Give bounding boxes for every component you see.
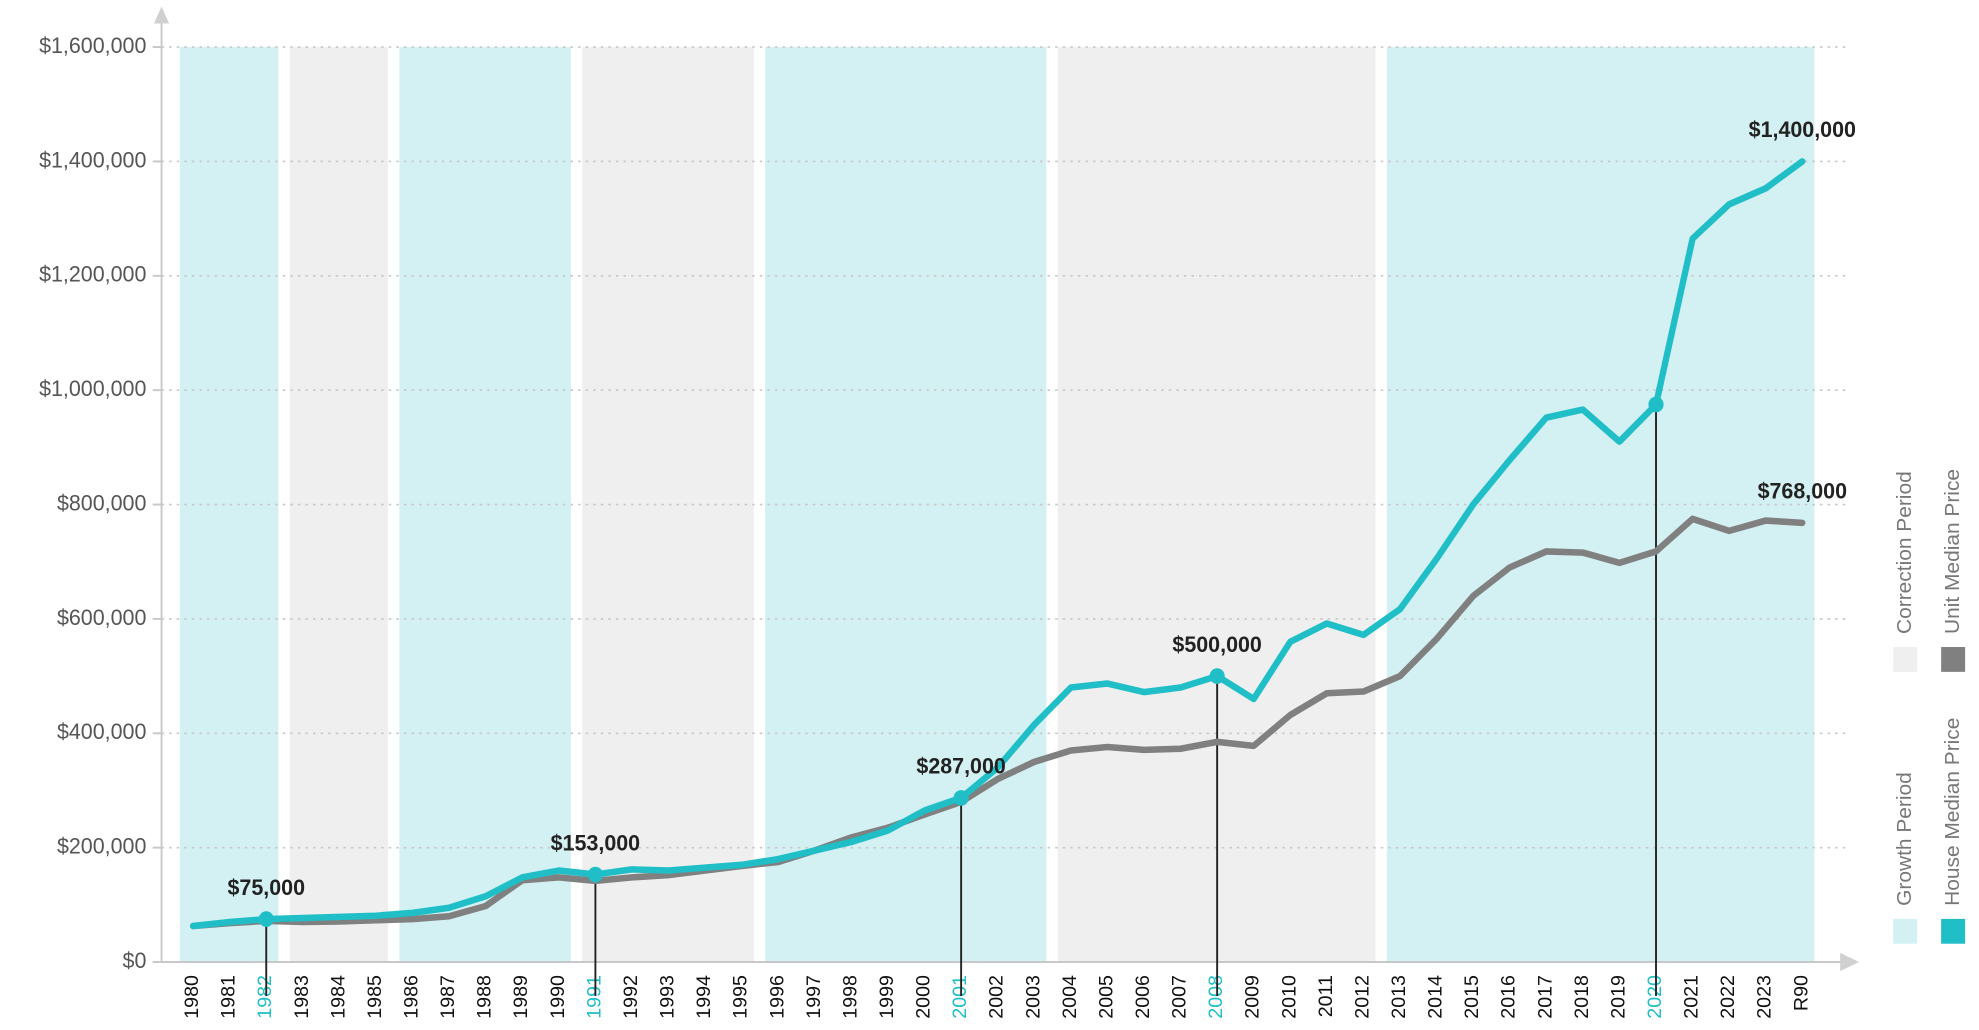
legend-swatch xyxy=(1941,918,1966,944)
y-tick-label: $1,200,000 xyxy=(39,261,146,286)
legend-label: House Median Price xyxy=(1941,718,1964,906)
x-tick-label: 2011 xyxy=(1316,975,1337,1017)
value-label: $287,000 xyxy=(916,753,1005,778)
legend-label: Correction Period xyxy=(1893,471,1916,634)
y-tick-label: $400,000 xyxy=(57,719,146,744)
x-tick-label: 1995 xyxy=(731,975,752,1019)
x-tick-label: 2012 xyxy=(1353,975,1374,1019)
x-tick-label: 1986 xyxy=(402,975,423,1019)
x-tick-label: R90 xyxy=(1792,975,1813,1011)
x-tick-label: 2010 xyxy=(1280,975,1301,1019)
x-tick-label: 1992 xyxy=(621,975,642,1019)
x-tick-label: 2002 xyxy=(987,975,1008,1019)
y-tick-label: $800,000 xyxy=(57,490,146,515)
value-label: $768,000 xyxy=(1758,478,1847,503)
x-tick-label: 2019 xyxy=(1609,975,1630,1019)
x-tick-label: 2005 xyxy=(1097,975,1118,1019)
series-line xyxy=(189,515,1806,930)
legend-label: Unit Median Price xyxy=(1941,469,1964,634)
x-tick-label: 1982 xyxy=(256,975,277,1019)
marker xyxy=(1209,668,1225,684)
x-tick-label: 1997 xyxy=(804,975,825,1019)
x-tick-label: 2000 xyxy=(914,975,935,1019)
x-tick-label: 1999 xyxy=(877,975,898,1019)
x-tick-label: 2003 xyxy=(1024,975,1045,1019)
value-label: $153,000 xyxy=(551,830,640,855)
x-tick-label: 1984 xyxy=(329,975,350,1019)
x-tick-label: 2008 xyxy=(1206,975,1227,1019)
y-tick-label: $600,000 xyxy=(57,604,146,629)
period-band xyxy=(399,47,571,963)
x-tick-label: 2017 xyxy=(1536,975,1557,1019)
period-band xyxy=(179,47,279,963)
x-tick-label: 1994 xyxy=(694,975,715,1019)
value-label: $1,400,000 xyxy=(1749,117,1856,142)
period-band xyxy=(289,47,389,963)
x-tick-label: 2013 xyxy=(1389,975,1410,1019)
x-tick-label: 1985 xyxy=(365,975,386,1019)
y-tick-label: $1,600,000 xyxy=(39,33,146,58)
x-tick-label: 2009 xyxy=(1243,975,1264,1019)
x-tick-label: 1988 xyxy=(475,975,496,1019)
legend-swatch xyxy=(1893,647,1918,672)
legend-label: Growth Period xyxy=(1893,772,1916,906)
x-axis-arrow xyxy=(1840,952,1860,972)
background-layer xyxy=(179,47,1815,963)
marker xyxy=(953,790,969,806)
x-tick-label: 1993 xyxy=(658,975,679,1019)
x-tick-label: 1989 xyxy=(512,975,533,1019)
series-line xyxy=(189,158,1806,930)
x-tick-label: 2021 xyxy=(1682,975,1703,1019)
x-tick-label: 2016 xyxy=(1499,975,1520,1019)
y-tick-label: $200,000 xyxy=(57,833,146,858)
y-tick-label: $0 xyxy=(123,948,147,973)
x-tick-label: 2006 xyxy=(1133,975,1154,1019)
legend-swatch xyxy=(1893,918,1918,944)
x-tick-label: 2001 xyxy=(950,975,971,1019)
value-label: $75,000 xyxy=(227,875,305,900)
legend-swatch xyxy=(1941,647,1966,672)
x-tick-label: 2023 xyxy=(1755,975,1776,1019)
marker xyxy=(1648,396,1664,413)
x-tick-label: 2022 xyxy=(1718,975,1739,1019)
x-tick-label: 2007 xyxy=(1170,975,1191,1019)
x-tick-label: 2014 xyxy=(1426,975,1447,1019)
period-band xyxy=(582,47,754,963)
y-tick-label: $1,400,000 xyxy=(39,147,146,172)
x-tick-label: 2018 xyxy=(1572,975,1593,1019)
x-tick-label: 2004 xyxy=(1060,975,1081,1019)
x-tick-label: 1998 xyxy=(841,975,862,1019)
x-tick-label: 2015 xyxy=(1462,975,1483,1019)
y-tick-label: $1,000,000 xyxy=(39,376,146,401)
x-tick-label: 1990 xyxy=(548,975,569,1019)
x-tick-label: 1983 xyxy=(292,975,313,1019)
x-tick-label: 1996 xyxy=(768,975,789,1019)
marker xyxy=(587,866,603,883)
marker xyxy=(258,911,274,927)
x-tick-label: 1980 xyxy=(182,975,203,1019)
x-tick-label: 1981 xyxy=(219,975,240,1019)
x-tick-label: 2020 xyxy=(1645,975,1666,1019)
x-tick-label: 1991 xyxy=(585,975,606,1019)
y-axis-arrow xyxy=(153,6,170,24)
x-tick-label: 1987 xyxy=(438,975,459,1019)
value-label: $500,000 xyxy=(1172,632,1261,657)
